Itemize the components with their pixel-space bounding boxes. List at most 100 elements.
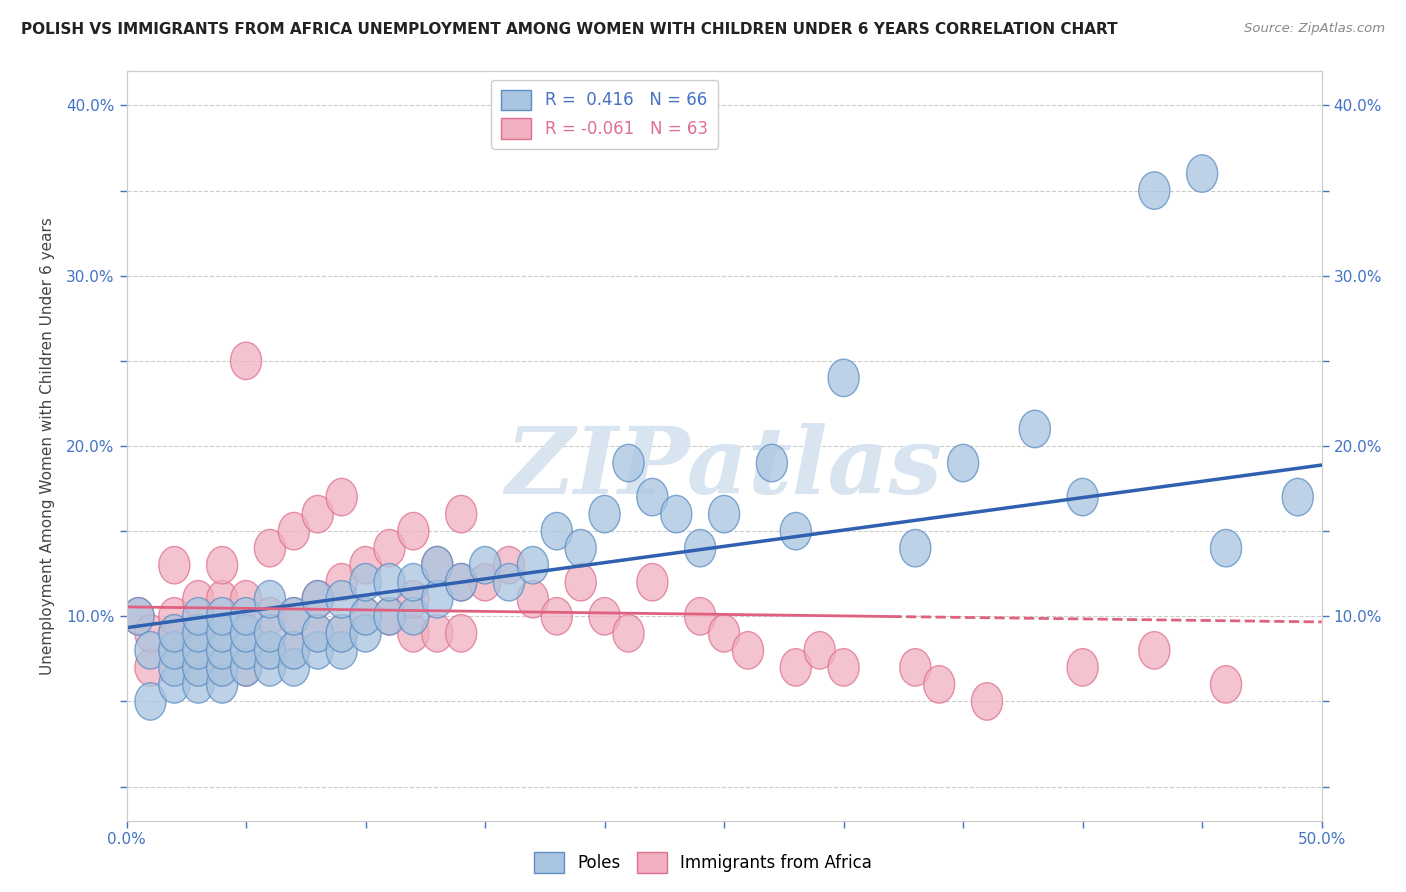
Ellipse shape bbox=[828, 359, 859, 397]
Ellipse shape bbox=[589, 495, 620, 533]
Ellipse shape bbox=[207, 648, 238, 686]
Ellipse shape bbox=[350, 615, 381, 652]
Ellipse shape bbox=[302, 632, 333, 669]
Ellipse shape bbox=[1211, 530, 1241, 567]
Ellipse shape bbox=[350, 547, 381, 584]
Ellipse shape bbox=[422, 547, 453, 584]
Ellipse shape bbox=[924, 665, 955, 703]
Ellipse shape bbox=[661, 495, 692, 533]
Ellipse shape bbox=[637, 564, 668, 601]
Ellipse shape bbox=[159, 615, 190, 652]
Ellipse shape bbox=[254, 581, 285, 618]
Ellipse shape bbox=[398, 615, 429, 652]
Ellipse shape bbox=[302, 581, 333, 618]
Ellipse shape bbox=[446, 495, 477, 533]
Ellipse shape bbox=[207, 615, 238, 652]
Ellipse shape bbox=[1019, 410, 1050, 448]
Ellipse shape bbox=[326, 615, 357, 652]
Ellipse shape bbox=[231, 632, 262, 669]
Ellipse shape bbox=[422, 547, 453, 584]
Ellipse shape bbox=[254, 632, 285, 669]
Ellipse shape bbox=[637, 478, 668, 516]
Ellipse shape bbox=[159, 648, 190, 686]
Ellipse shape bbox=[231, 615, 262, 652]
Ellipse shape bbox=[231, 648, 262, 686]
Ellipse shape bbox=[326, 478, 357, 516]
Ellipse shape bbox=[685, 530, 716, 567]
Ellipse shape bbox=[1067, 648, 1098, 686]
Ellipse shape bbox=[231, 648, 262, 686]
Ellipse shape bbox=[183, 598, 214, 635]
Ellipse shape bbox=[183, 581, 214, 618]
Ellipse shape bbox=[254, 615, 285, 652]
Ellipse shape bbox=[565, 530, 596, 567]
Ellipse shape bbox=[231, 598, 262, 635]
Ellipse shape bbox=[183, 615, 214, 652]
Ellipse shape bbox=[159, 598, 190, 635]
Ellipse shape bbox=[517, 547, 548, 584]
Ellipse shape bbox=[828, 648, 859, 686]
Text: Source: ZipAtlas.com: Source: ZipAtlas.com bbox=[1244, 22, 1385, 36]
Ellipse shape bbox=[613, 615, 644, 652]
Ellipse shape bbox=[780, 512, 811, 549]
Ellipse shape bbox=[685, 598, 716, 635]
Ellipse shape bbox=[122, 598, 155, 635]
Ellipse shape bbox=[709, 615, 740, 652]
Ellipse shape bbox=[374, 564, 405, 601]
Ellipse shape bbox=[207, 615, 238, 652]
Ellipse shape bbox=[900, 530, 931, 567]
Ellipse shape bbox=[1187, 155, 1218, 193]
Ellipse shape bbox=[517, 581, 548, 618]
Legend: R =  0.416   N = 66, R = -0.061   N = 63: R = 0.416 N = 66, R = -0.061 N = 63 bbox=[492, 79, 717, 149]
Ellipse shape bbox=[350, 598, 381, 635]
Ellipse shape bbox=[446, 615, 477, 652]
Ellipse shape bbox=[398, 564, 429, 601]
Ellipse shape bbox=[541, 512, 572, 549]
Ellipse shape bbox=[804, 632, 835, 669]
Ellipse shape bbox=[302, 495, 333, 533]
Ellipse shape bbox=[350, 598, 381, 635]
Ellipse shape bbox=[1211, 665, 1241, 703]
Ellipse shape bbox=[159, 547, 190, 584]
Ellipse shape bbox=[326, 564, 357, 601]
Ellipse shape bbox=[398, 512, 429, 549]
Ellipse shape bbox=[302, 615, 333, 652]
Text: POLISH VS IMMIGRANTS FROM AFRICA UNEMPLOYMENT AMONG WOMEN WITH CHILDREN UNDER 6 : POLISH VS IMMIGRANTS FROM AFRICA UNEMPLO… bbox=[21, 22, 1118, 37]
Ellipse shape bbox=[183, 665, 214, 703]
Ellipse shape bbox=[733, 632, 763, 669]
Ellipse shape bbox=[159, 632, 190, 669]
Ellipse shape bbox=[1139, 172, 1170, 210]
Ellipse shape bbox=[494, 564, 524, 601]
Ellipse shape bbox=[756, 444, 787, 482]
Ellipse shape bbox=[494, 547, 524, 584]
Ellipse shape bbox=[470, 564, 501, 601]
Ellipse shape bbox=[398, 581, 429, 618]
Ellipse shape bbox=[231, 343, 262, 380]
Ellipse shape bbox=[122, 598, 155, 635]
Ellipse shape bbox=[231, 615, 262, 652]
Ellipse shape bbox=[254, 632, 285, 669]
Ellipse shape bbox=[278, 598, 309, 635]
Ellipse shape bbox=[613, 444, 644, 482]
Ellipse shape bbox=[183, 632, 214, 669]
Y-axis label: Unemployment Among Women with Children Under 6 years: Unemployment Among Women with Children U… bbox=[41, 217, 55, 675]
Text: ZIPatlas: ZIPatlas bbox=[506, 424, 942, 514]
Ellipse shape bbox=[565, 564, 596, 601]
Ellipse shape bbox=[231, 581, 262, 618]
Ellipse shape bbox=[254, 530, 285, 567]
Ellipse shape bbox=[183, 648, 214, 686]
Ellipse shape bbox=[183, 648, 214, 686]
Ellipse shape bbox=[1139, 632, 1170, 669]
Ellipse shape bbox=[589, 598, 620, 635]
Ellipse shape bbox=[207, 648, 238, 686]
Ellipse shape bbox=[183, 632, 214, 669]
Ellipse shape bbox=[207, 581, 238, 618]
Ellipse shape bbox=[398, 598, 429, 635]
Ellipse shape bbox=[278, 512, 309, 549]
Ellipse shape bbox=[446, 564, 477, 601]
Ellipse shape bbox=[135, 615, 166, 652]
Ellipse shape bbox=[374, 598, 405, 635]
Ellipse shape bbox=[278, 632, 309, 669]
Ellipse shape bbox=[780, 648, 811, 686]
Ellipse shape bbox=[326, 581, 357, 618]
